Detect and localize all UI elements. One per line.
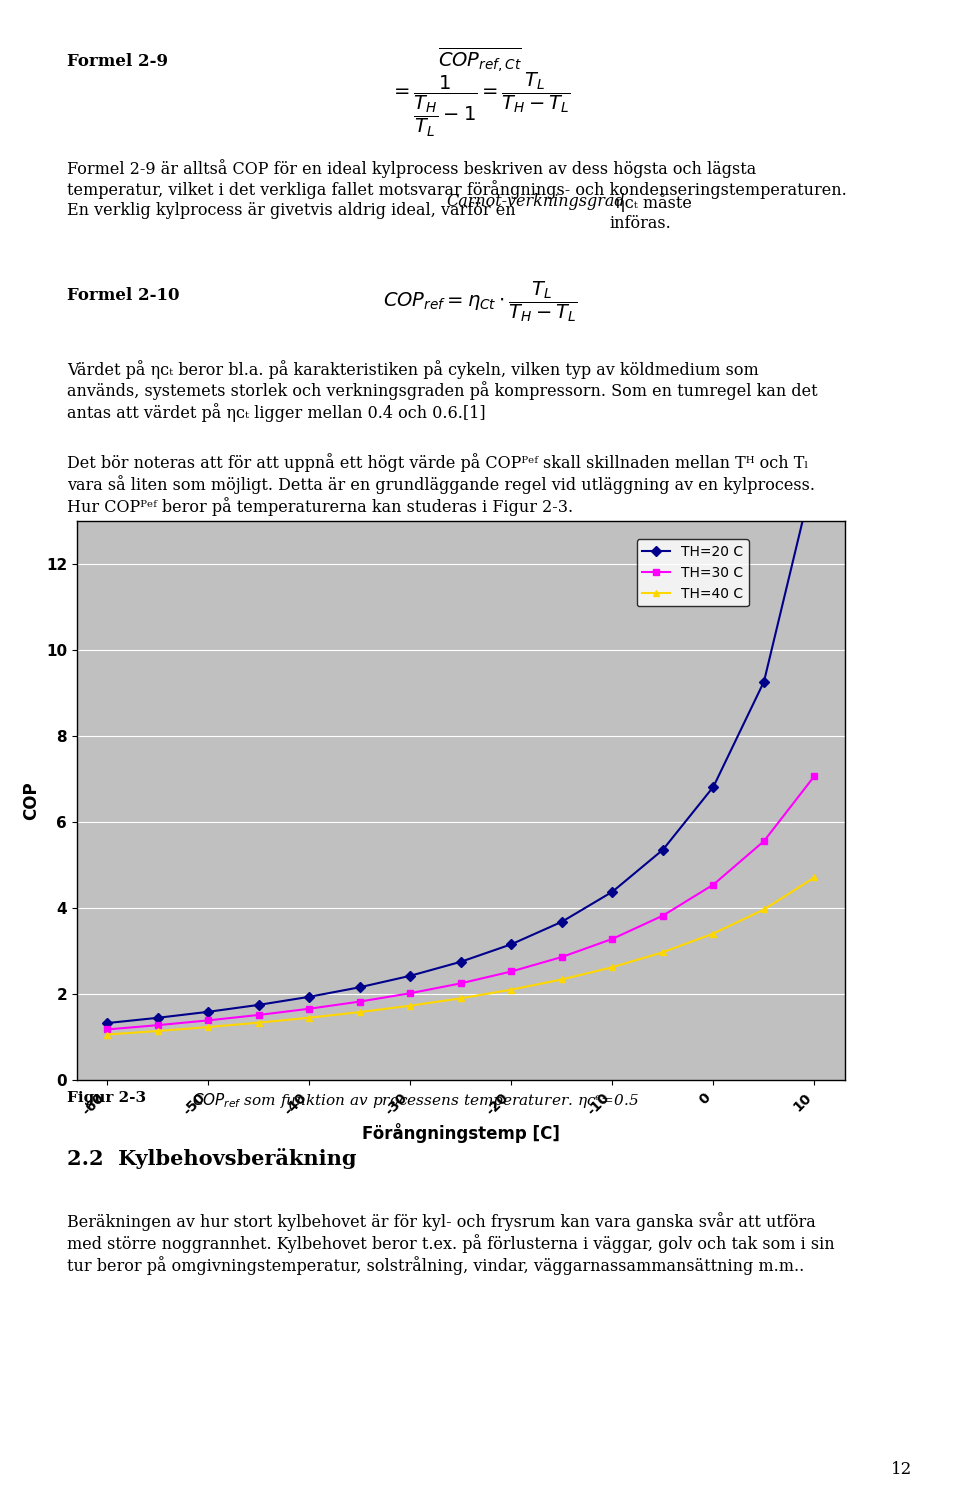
TH=30 C bbox=[455, 975, 467, 993]
Line: TH=30 C: TH=30 C bbox=[104, 772, 818, 1034]
Line: TH=40 C: TH=40 C bbox=[104, 873, 818, 1038]
TH=30 C bbox=[102, 1020, 113, 1038]
TH=20 C bbox=[455, 953, 467, 972]
TH=40 C bbox=[404, 997, 416, 1015]
Text: Formel 2-9 är alltså COP för en ideal kylprocess beskriven av dess högsta och lä: Formel 2-9 är alltså COP för en ideal ky… bbox=[67, 159, 847, 219]
TH=40 C bbox=[303, 1009, 315, 1027]
Text: Beräkningen av hur stort kylbehovet är för kyl- och frysrum kan vara ganska svår: Beräkningen av hur stort kylbehovet är f… bbox=[67, 1212, 835, 1274]
TH=40 C bbox=[708, 925, 719, 943]
Text: $COP_{ref}$ som funktion av processens temperaturer. ηᴄᵉ=0.5: $COP_{ref}$ som funktion av processens t… bbox=[192, 1091, 638, 1111]
TH=20 C bbox=[203, 1003, 214, 1021]
TH=20 C bbox=[758, 672, 770, 691]
X-axis label: Förångningstemp [C]: Förångningstemp [C] bbox=[362, 1123, 560, 1144]
TH=40 C bbox=[152, 1021, 163, 1040]
TH=40 C bbox=[102, 1026, 113, 1044]
TH=30 C bbox=[607, 929, 618, 947]
TH=30 C bbox=[252, 1006, 264, 1024]
TH=30 C bbox=[404, 984, 416, 1002]
Y-axis label: COP: COP bbox=[22, 781, 40, 820]
TH=40 C bbox=[455, 990, 467, 1008]
TH=40 C bbox=[252, 1014, 264, 1032]
TH=30 C bbox=[506, 963, 517, 981]
TH=20 C bbox=[556, 913, 567, 931]
TH=20 C bbox=[102, 1014, 113, 1032]
Text: $\overline{COP_{ref,Ct}}$: $\overline{COP_{ref,Ct}}$ bbox=[438, 45, 522, 76]
Text: ηᴄₜ måste
införas.: ηᴄₜ måste införas. bbox=[610, 193, 691, 231]
Text: $= \dfrac{1}{\dfrac{T_H}{T_L}-1} = \dfrac{T_L}{T_H - T_L}$: $= \dfrac{1}{\dfrac{T_H}{T_L}-1} = \dfra… bbox=[390, 71, 570, 139]
Legend: TH=20 C, TH=30 C, TH=40 C: TH=20 C, TH=30 C, TH=40 C bbox=[636, 539, 749, 606]
Text: Figur 2-3: Figur 2-3 bbox=[67, 1091, 146, 1105]
TH=40 C bbox=[203, 1018, 214, 1037]
TH=30 C bbox=[758, 833, 770, 851]
TH=30 C bbox=[708, 875, 719, 893]
TH=30 C bbox=[303, 1000, 315, 1018]
TH=20 C bbox=[708, 778, 719, 796]
TH=20 C bbox=[404, 967, 416, 985]
TH=20 C bbox=[252, 996, 264, 1014]
TH=40 C bbox=[607, 958, 618, 976]
Text: Carnot-verkningsgrad: Carnot-verkningsgrad bbox=[446, 193, 625, 210]
Line: TH=20 C: TH=20 C bbox=[104, 468, 818, 1026]
TH=30 C bbox=[152, 1015, 163, 1034]
TH=20 C bbox=[303, 988, 315, 1006]
TH=40 C bbox=[354, 1003, 366, 1021]
Text: Formel 2-10: Formel 2-10 bbox=[67, 287, 180, 304]
TH=40 C bbox=[658, 943, 669, 961]
TH=30 C bbox=[556, 947, 567, 966]
Text: Det bör noteras att för att uppnå ett högt värde på COPᴾᵉᶠ skall skillnaden mell: Det bör noteras att för att uppnå ett hö… bbox=[67, 453, 815, 515]
TH=30 C bbox=[203, 1011, 214, 1029]
TH=30 C bbox=[658, 907, 669, 925]
TH=40 C bbox=[758, 901, 770, 919]
TH=20 C bbox=[354, 978, 366, 996]
TH=20 C bbox=[658, 840, 669, 858]
TH=40 C bbox=[556, 970, 567, 988]
TH=30 C bbox=[354, 993, 366, 1011]
Text: Värdet på ηᴄₜ beror bl.a. på karakteristiken på cykeln, vilken typ av köldmedium: Värdet på ηᴄₜ beror bl.a. på karakterist… bbox=[67, 360, 818, 422]
Text: 2.2  Kylbehovsberäkning: 2.2 Kylbehovsberäkning bbox=[67, 1148, 357, 1170]
TH=20 C bbox=[808, 462, 820, 480]
TH=30 C bbox=[808, 768, 820, 786]
TH=20 C bbox=[152, 1009, 163, 1027]
TH=40 C bbox=[808, 869, 820, 887]
Text: $COP_{ref} = \eta_{Ct} \cdot \dfrac{T_L}{T_H - T_L}$: $COP_{ref} = \eta_{Ct} \cdot \dfrac{T_L}… bbox=[383, 280, 577, 325]
TH=20 C bbox=[506, 935, 517, 953]
TH=40 C bbox=[506, 981, 517, 999]
TH=20 C bbox=[607, 882, 618, 901]
Text: Formel 2-9: Formel 2-9 bbox=[67, 53, 168, 70]
Text: 12: 12 bbox=[891, 1461, 912, 1478]
